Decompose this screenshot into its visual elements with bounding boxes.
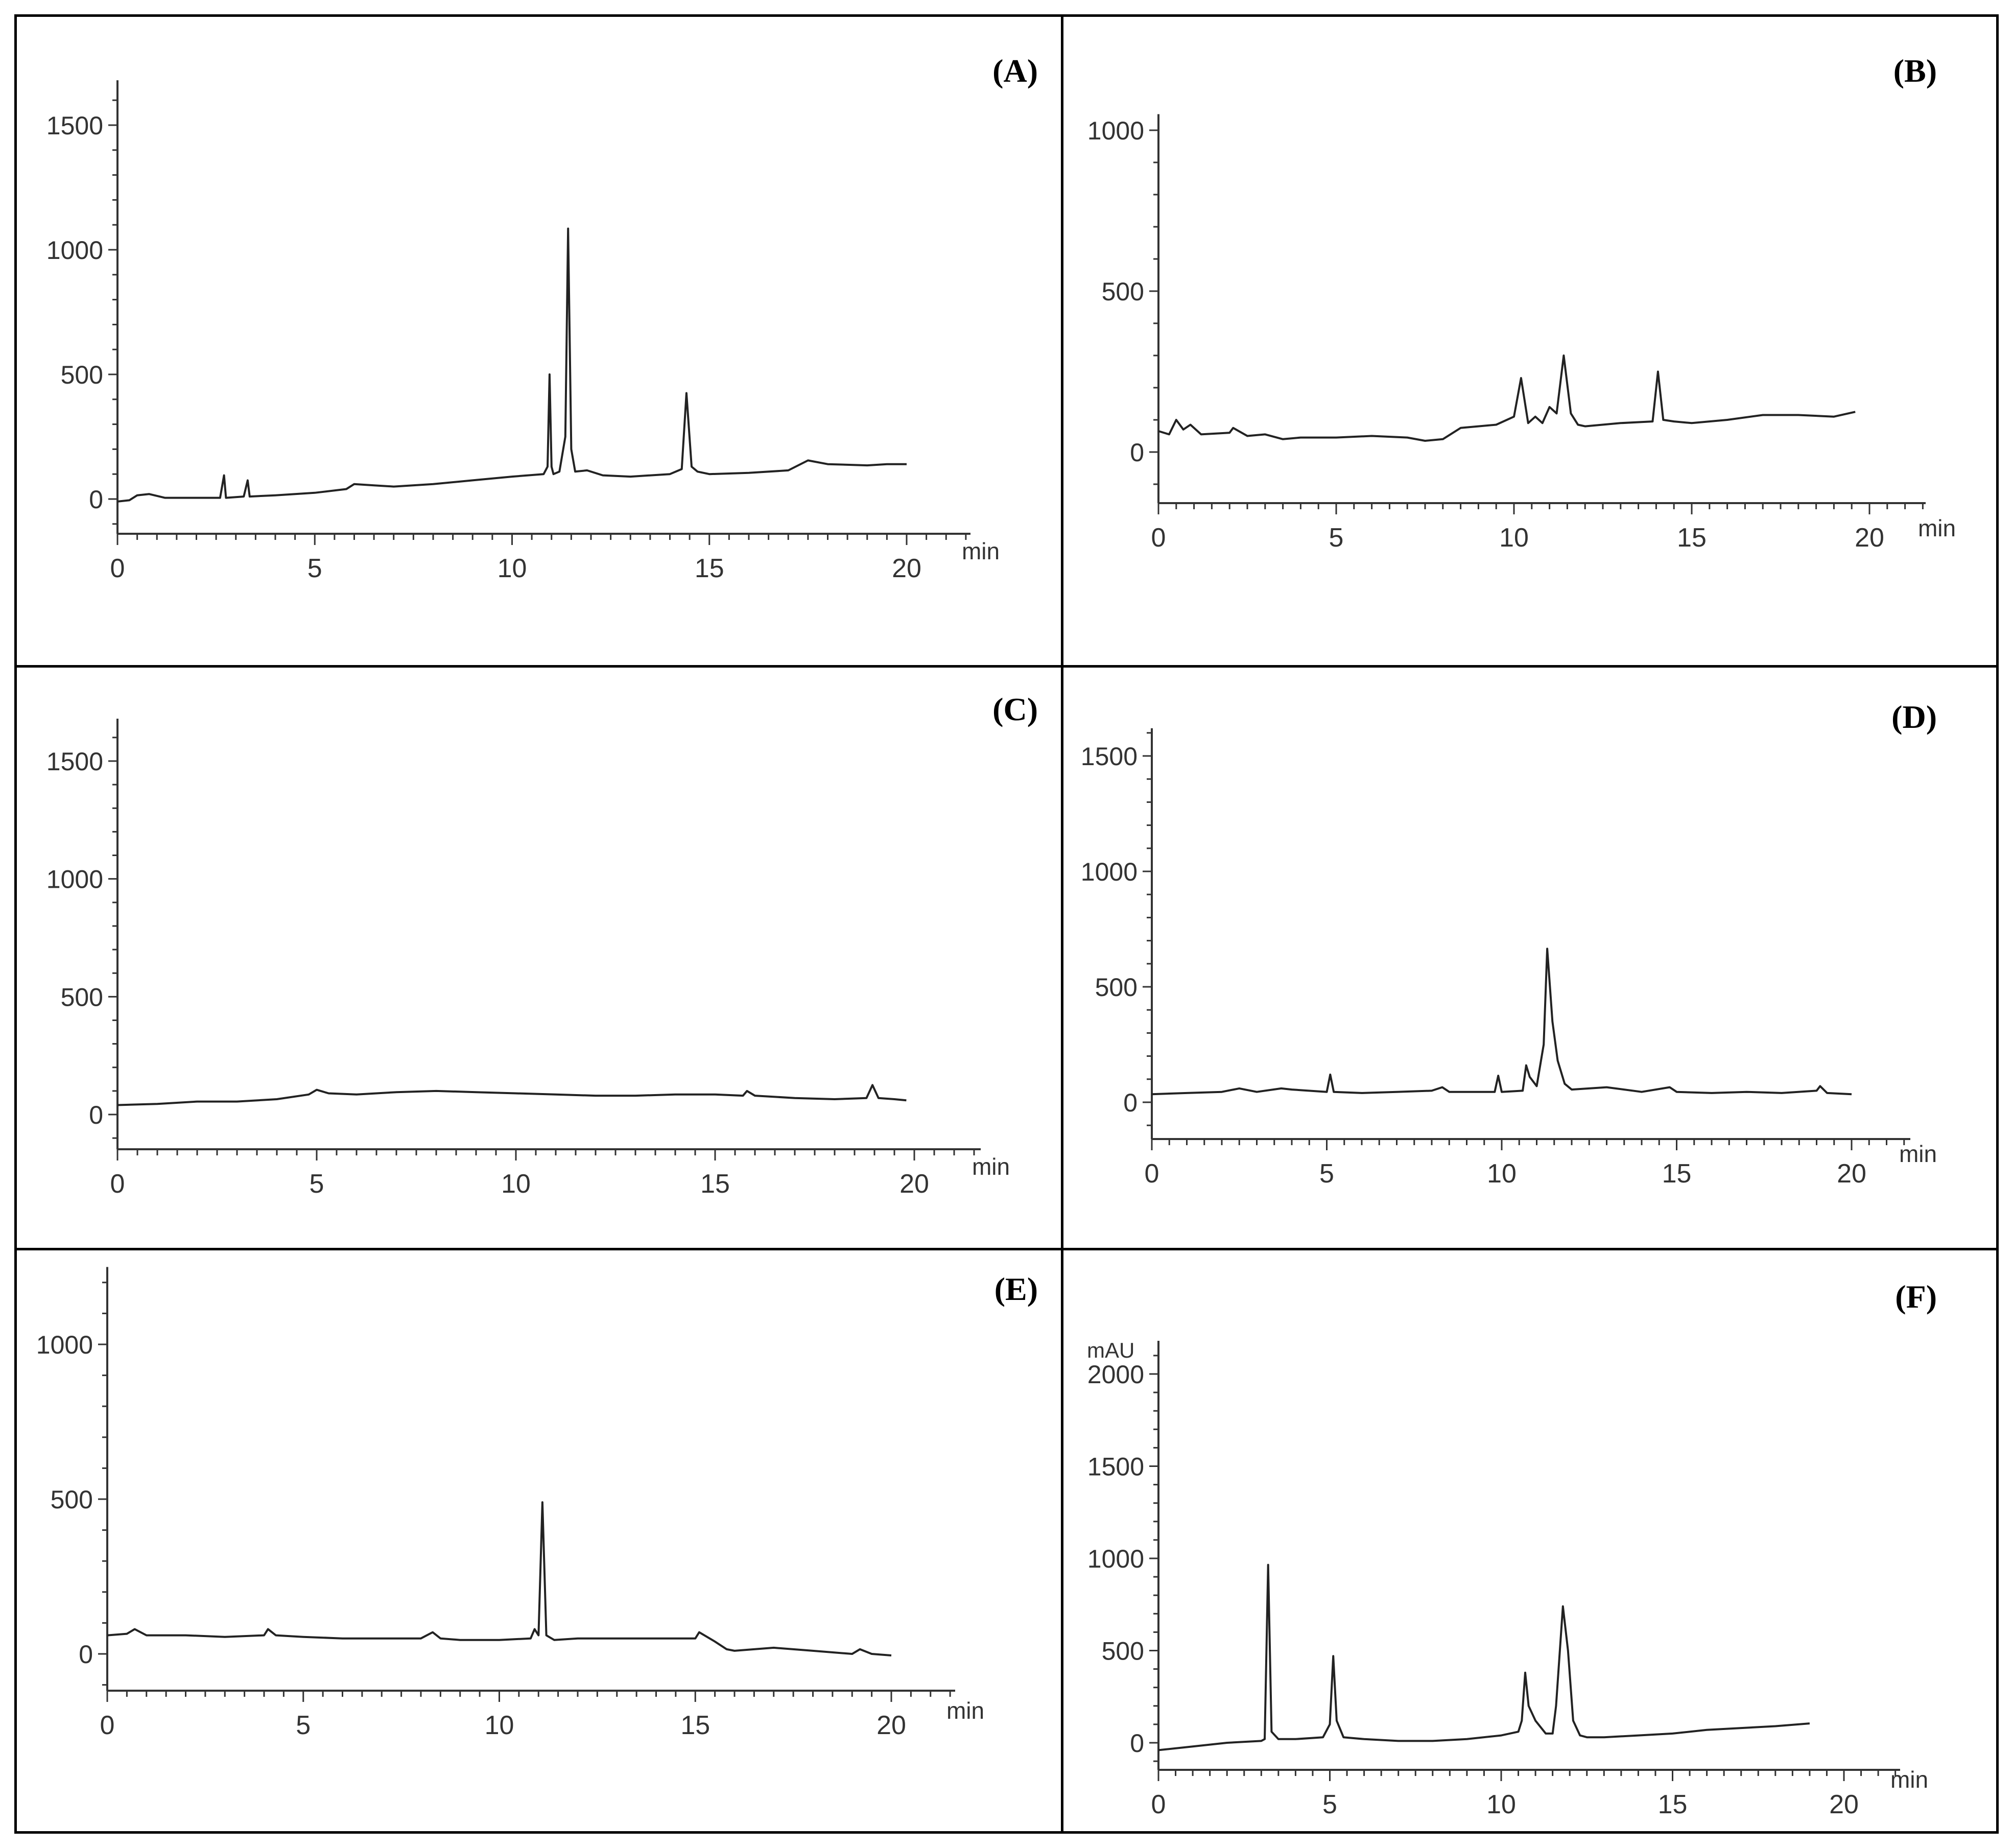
panel-a: (A) 0 500 1000 1500 0 5 10 15 20 min [46, 53, 1038, 583]
x-tick-label: 15 [1658, 1790, 1688, 1819]
x-tick-label: 20 [1829, 1790, 1859, 1819]
row-divider-1 [14, 665, 1999, 668]
y-tick-label: 1500 [46, 111, 103, 140]
x-tick-label: 10 [498, 554, 527, 583]
y-tick-label: 2000 [1087, 1360, 1144, 1389]
x-tick-label: 20 [892, 554, 921, 583]
x-axis-label: min [962, 538, 1000, 564]
x-tick-label: 20 [1837, 1159, 1866, 1189]
x-tick-label: 10 [1486, 1790, 1516, 1819]
x-axis-label: min [1899, 1141, 1937, 1167]
x-tick-label: 0 [110, 1169, 125, 1199]
panel-label: (B) [1893, 53, 1937, 89]
chromatogram-trace [1158, 354, 1856, 442]
y-tick-label: 500 [1102, 277, 1144, 306]
panel-label: (A) [992, 53, 1038, 89]
panel-b: (B) 0 500 1000 0 5 10 15 20 min [1087, 53, 1956, 553]
y-tick-label: 1000 [1087, 1545, 1144, 1573]
x-tick-label: 0 [1151, 523, 1166, 553]
x-tick-label: 0 [110, 554, 125, 583]
x-tick-label: 0 [1151, 1790, 1166, 1819]
x-tick-label: 10 [1499, 523, 1529, 553]
x-axis-label: min [946, 1697, 984, 1724]
row-divider-2 [14, 1248, 1999, 1250]
x-tick-label: 5 [307, 554, 322, 583]
y-tick-label: 1000 [36, 1331, 93, 1359]
panel-e: (E) 0 500 1000 0 5 10 15 20 min [36, 1267, 1038, 1740]
x-tick-label: 5 [296, 1711, 311, 1740]
x-tick-label: 15 [695, 554, 724, 583]
x-tick-label: 0 [1145, 1159, 1159, 1189]
panel-label: (E) [994, 1271, 1038, 1307]
panel-label: (C) [992, 691, 1038, 727]
x-tick-label: 15 [700, 1169, 730, 1199]
x-tick-label: 0 [100, 1711, 115, 1740]
x-tick-label: 10 [1487, 1159, 1517, 1189]
y-tick-label: 0 [89, 1101, 103, 1129]
x-tick-label: 5 [1319, 1159, 1334, 1189]
x-tick-label: 15 [1677, 523, 1707, 553]
chromatogram-trace [117, 227, 907, 503]
x-tick-label: 20 [1855, 523, 1884, 553]
y-tick-label: 1500 [46, 747, 103, 776]
panel-label: (D) [1891, 699, 1937, 735]
y-tick-label: 500 [1095, 973, 1138, 1002]
x-tick-label: 15 [680, 1711, 710, 1740]
y-tick-label: 500 [1102, 1637, 1144, 1666]
x-tick-label: 20 [899, 1169, 929, 1199]
y-tick-label: 0 [1130, 438, 1144, 467]
x-tick-label: 5 [1322, 1790, 1337, 1819]
chromatogram-trace [107, 1501, 892, 1656]
x-tick-label: 5 [1329, 523, 1344, 553]
chromatogram-trace [117, 1084, 907, 1106]
y-tick-label: 1000 [46, 865, 103, 894]
chromatogram-trace [1151, 947, 1852, 1096]
y-tick-label: 1000 [1087, 116, 1144, 145]
y-tick-label: 1500 [1087, 1453, 1144, 1481]
y-tick-label: 0 [89, 485, 103, 514]
figure-frame [14, 14, 1999, 1834]
chromatogram-trace [1158, 1563, 1810, 1751]
x-tick-label: 5 [310, 1169, 324, 1199]
column-divider [1061, 14, 1063, 1834]
panel-d: (D) 0 500 1000 1500 0 5 10 15 20 min [1081, 699, 1937, 1189]
x-axis-label: min [1890, 1766, 1928, 1793]
y-tick-label: 1000 [1081, 858, 1138, 886]
x-tick-label: 20 [877, 1711, 906, 1740]
y-tick-label: 500 [51, 1485, 93, 1514]
x-tick-label: 10 [501, 1169, 531, 1199]
panel-label: (F) [1895, 1278, 1937, 1315]
x-tick-label: 15 [1662, 1159, 1692, 1189]
y-tick-label: 0 [1123, 1088, 1138, 1117]
y-tick-label: 1000 [46, 236, 103, 265]
y-tick-label: 0 [79, 1640, 93, 1669]
x-tick-label: 10 [485, 1711, 514, 1740]
panel-f: (F) 0 500 1000 1500 2000 0 5 10 15 20 min mAU [1087, 1278, 1937, 1819]
x-axis-label: min [1918, 515, 1956, 541]
y-tick-label: 1500 [1081, 742, 1138, 771]
y-tick-label: 500 [61, 361, 103, 389]
y-tick-label: 500 [61, 983, 103, 1011]
panel-c: (C) 0 500 1000 1500 0 5 10 15 20 min [46, 691, 1038, 1199]
y-axis-label: mAU [1087, 1338, 1134, 1362]
x-axis-label: min [972, 1153, 1010, 1180]
y-tick-label: 0 [1130, 1729, 1144, 1758]
